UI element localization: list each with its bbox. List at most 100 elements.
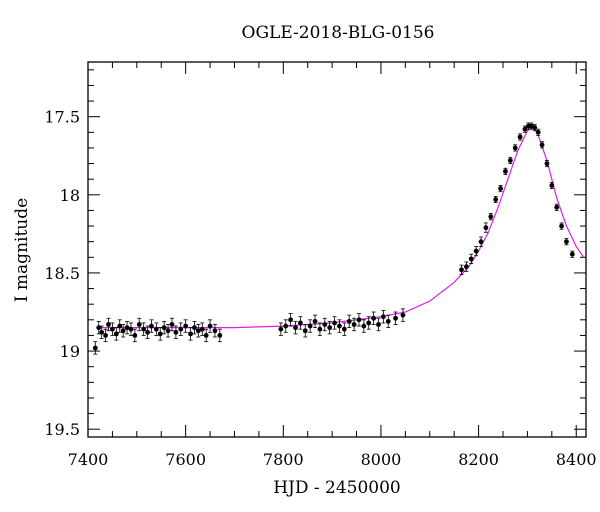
data-point bbox=[322, 322, 328, 327]
data-point bbox=[332, 320, 337, 326]
x-axis-ticks bbox=[87, 62, 577, 437]
data-point bbox=[149, 323, 154, 329]
x-tick-label: 7600 bbox=[165, 450, 206, 469]
data-point bbox=[203, 333, 209, 338]
data-point bbox=[288, 317, 294, 323]
data-point bbox=[183, 323, 189, 329]
chart-title: OGLE-2018-BLG-0156 bbox=[242, 23, 435, 43]
data-point bbox=[141, 326, 147, 332]
data-point bbox=[199, 326, 205, 332]
data-point bbox=[498, 186, 503, 191]
data-point bbox=[512, 145, 518, 151]
x-axis-tick-labels: 7400 7600 7800 8000 8200 8400 bbox=[68, 450, 597, 469]
data-point bbox=[393, 315, 398, 321]
data-point bbox=[559, 223, 564, 229]
data-point bbox=[507, 158, 513, 163]
data-point bbox=[473, 248, 479, 254]
data-point bbox=[307, 323, 313, 329]
data-point bbox=[532, 125, 538, 131]
data-point bbox=[337, 323, 342, 329]
data-point bbox=[371, 315, 377, 321]
data-point bbox=[283, 323, 289, 329]
data-point bbox=[169, 322, 175, 327]
x-axis-label: HJD - 2450000 bbox=[273, 478, 401, 498]
data-point bbox=[207, 323, 213, 329]
plot-frame bbox=[87, 61, 587, 438]
data-point bbox=[165, 328, 171, 334]
data-point bbox=[302, 328, 308, 334]
data-point bbox=[522, 126, 528, 132]
data-point bbox=[132, 333, 138, 338]
data-point bbox=[145, 329, 150, 335]
data-point bbox=[517, 134, 523, 140]
data-point bbox=[124, 325, 130, 331]
data-point bbox=[327, 325, 333, 331]
data-point bbox=[188, 331, 193, 337]
data-point bbox=[312, 318, 318, 324]
data-point bbox=[153, 326, 159, 332]
x-tick-label: 8000 bbox=[361, 450, 402, 469]
data-point bbox=[356, 317, 362, 323]
data-point bbox=[351, 322, 357, 327]
data-point bbox=[385, 318, 391, 324]
data-point bbox=[459, 267, 464, 273]
data-point bbox=[366, 320, 372, 326]
data-point bbox=[278, 326, 284, 332]
data-point bbox=[106, 322, 111, 327]
data-point bbox=[136, 322, 142, 327]
data-point bbox=[173, 329, 179, 335]
data-point bbox=[192, 325, 197, 331]
data-point bbox=[535, 129, 541, 135]
data-point bbox=[110, 326, 115, 332]
data-point bbox=[569, 251, 575, 257]
data-point bbox=[463, 264, 469, 270]
y-tick-label: 19 bbox=[60, 342, 80, 361]
data-points-group bbox=[92, 122, 575, 355]
y-axis-tick-labels: 17.5 18 18.5 19 19.5 bbox=[44, 108, 80, 440]
data-point bbox=[293, 325, 298, 331]
data-point bbox=[341, 326, 347, 332]
x-tick-label: 7800 bbox=[263, 450, 304, 469]
data-point bbox=[195, 328, 201, 334]
y-tick-label: 18.5 bbox=[44, 264, 80, 283]
x-tick-label: 8400 bbox=[556, 450, 597, 469]
data-point bbox=[380, 314, 386, 320]
x-tick-label: 8200 bbox=[458, 450, 499, 469]
data-point bbox=[157, 331, 163, 337]
data-point bbox=[297, 320, 303, 326]
data-point bbox=[400, 312, 406, 318]
x-tick-label: 7400 bbox=[68, 450, 109, 469]
y-tick-label: 18 bbox=[60, 186, 80, 205]
data-point bbox=[99, 329, 105, 335]
y-axis-ticks bbox=[88, 69, 586, 430]
y-tick-label: 19.5 bbox=[44, 420, 80, 439]
data-point bbox=[217, 333, 223, 338]
data-point bbox=[317, 326, 323, 332]
data-point bbox=[483, 225, 489, 231]
data-point bbox=[539, 142, 545, 148]
data-point bbox=[544, 161, 550, 166]
data-point bbox=[113, 331, 119, 337]
data-point bbox=[376, 322, 381, 327]
data-point bbox=[554, 204, 560, 210]
data-point bbox=[503, 168, 508, 174]
data-point bbox=[468, 256, 474, 262]
data-point bbox=[178, 326, 184, 332]
data-point bbox=[161, 325, 167, 331]
data-point bbox=[92, 345, 98, 351]
data-point bbox=[120, 328, 126, 334]
data-point bbox=[478, 239, 484, 245]
data-point bbox=[549, 183, 555, 188]
data-point bbox=[361, 323, 367, 329]
data-point bbox=[212, 328, 218, 334]
data-point bbox=[493, 197, 499, 202]
data-point bbox=[488, 214, 494, 220]
y-axis-label: I magnitude bbox=[12, 198, 32, 302]
y-tick-label: 17.5 bbox=[44, 108, 80, 127]
data-point bbox=[117, 323, 123, 329]
data-point bbox=[103, 333, 108, 338]
data-point bbox=[564, 239, 569, 245]
data-point bbox=[346, 318, 352, 324]
data-point bbox=[128, 326, 134, 332]
